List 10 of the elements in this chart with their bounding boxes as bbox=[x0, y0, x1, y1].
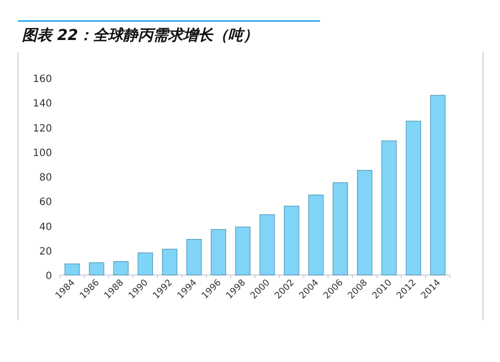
y-tick-label: 40 bbox=[39, 222, 52, 233]
y-tick-label: 60 bbox=[39, 197, 52, 208]
y-tick-label: 100 bbox=[32, 148, 52, 159]
y-tick-label: 80 bbox=[39, 172, 52, 184]
chart-title: 图表 22：全球静丙需求增长（吨） bbox=[22, 26, 258, 44]
y-tick-label: 160 bbox=[32, 74, 52, 85]
y-tick-label: 120 bbox=[32, 123, 52, 134]
y-tick-label: 0 bbox=[46, 271, 52, 282]
y-tick-label: 140 bbox=[32, 98, 52, 110]
y-tick-label: 20 bbox=[39, 246, 52, 258]
